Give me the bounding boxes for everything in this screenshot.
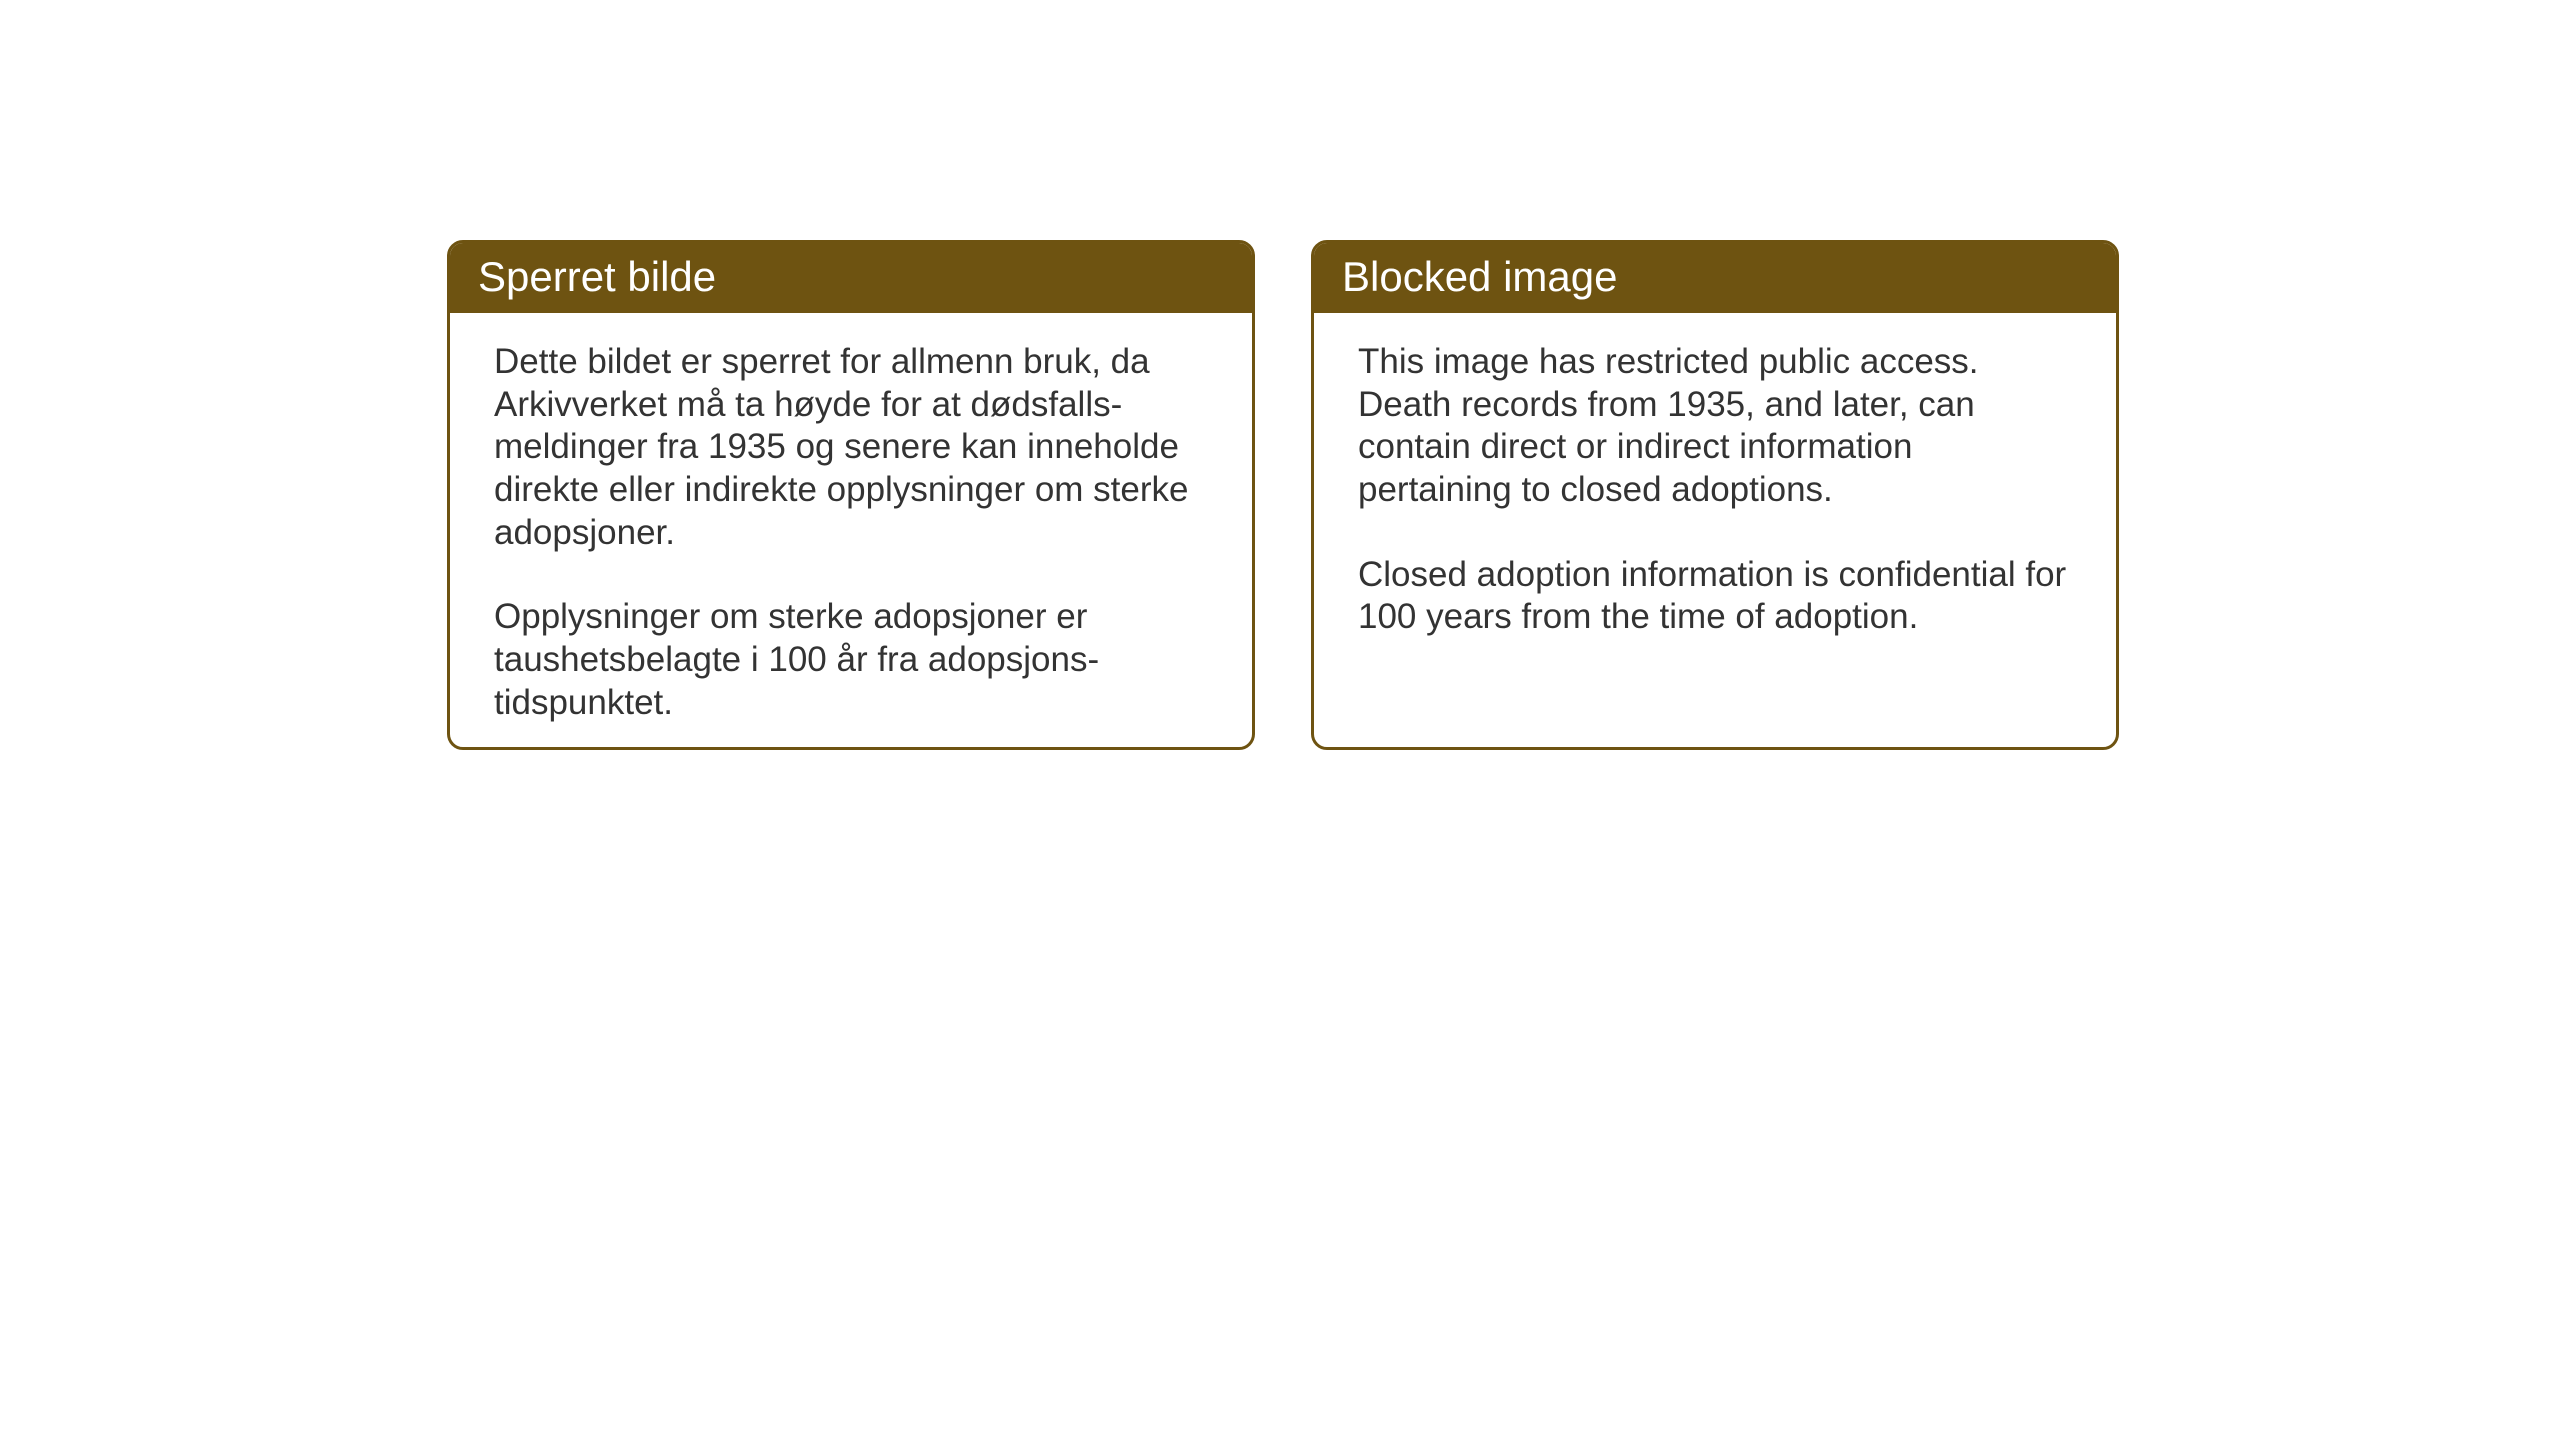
norwegian-notice-card: Sperret bilde Dette bildet er sperret fo… xyxy=(447,240,1255,750)
notice-container: Sperret bilde Dette bildet er sperret fo… xyxy=(447,240,2119,750)
norwegian-card-title: Sperret bilde xyxy=(450,243,1252,313)
norwegian-paragraph-1: Dette bildet er sperret for allmenn bruk… xyxy=(494,341,1208,554)
norwegian-card-body: Dette bildet er sperret for allmenn bruk… xyxy=(450,313,1252,750)
english-paragraph-1: This image has restricted public access.… xyxy=(1358,341,2072,512)
english-paragraph-2: Closed adoption information is confident… xyxy=(1358,554,2072,639)
english-card-title: Blocked image xyxy=(1314,243,2116,313)
norwegian-paragraph-2: Opplysninger om sterke adopsjoner er tau… xyxy=(494,596,1208,724)
english-notice-card: Blocked image This image has restricted … xyxy=(1311,240,2119,750)
english-card-body: This image has restricted public access.… xyxy=(1314,313,2116,667)
